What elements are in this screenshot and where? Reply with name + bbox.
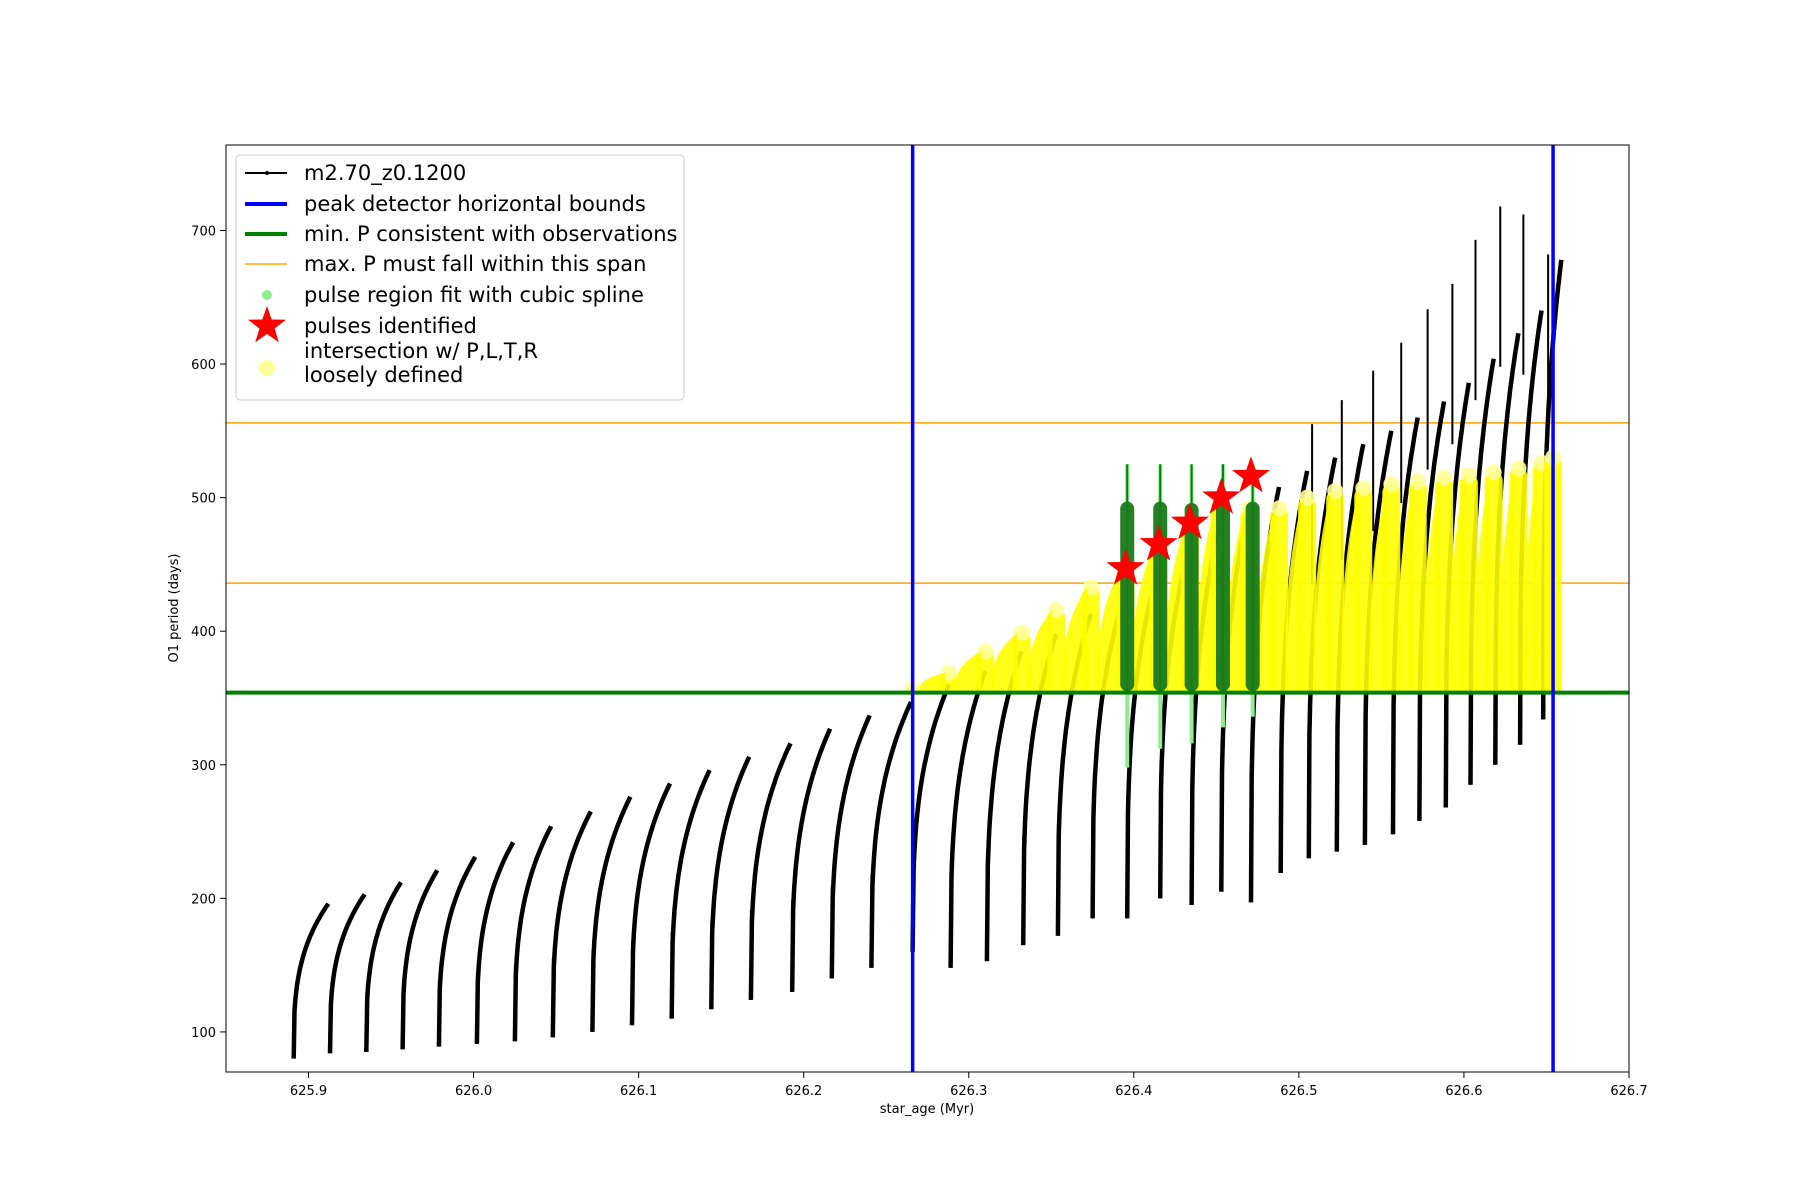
x-tick-label: 626.3 — [950, 1084, 987, 1099]
intersection-fill — [1027, 609, 1053, 693]
intersection-point — [1355, 480, 1372, 497]
spline-region-fill — [1120, 501, 1135, 692]
spline-region-fill — [1215, 501, 1230, 692]
intersection-fill — [1524, 462, 1538, 693]
intersection-point — [1436, 469, 1453, 486]
intersection-fill — [1313, 491, 1332, 693]
y-tick-label: 700 — [191, 224, 216, 239]
intersection-fill — [1474, 472, 1490, 693]
model-pulse — [364, 881, 403, 1053]
intersection-point — [1082, 579, 1099, 596]
x-tick-label: 626.2 — [785, 1084, 822, 1099]
x-tick-label: 625.9 — [290, 1084, 327, 1099]
legend-label: m2.70_z0.1200 — [304, 161, 466, 186]
intersection-fill — [1397, 481, 1414, 693]
intersection-point — [1299, 489, 1316, 506]
model-pulse — [789, 727, 833, 992]
model-pulse — [474, 841, 516, 1044]
legend-box — [235, 154, 685, 401]
y-tick-label: 300 — [191, 759, 216, 774]
x-axis: 625.9 626.0 626.1 626.2 626.3 626.4 626.5 626.6… — [290, 1072, 1648, 1099]
plot-area — [226, 145, 1629, 1072]
intersection-point — [1409, 473, 1426, 490]
model-pulse — [984, 650, 1024, 962]
spline-region-fill — [1184, 502, 1199, 692]
intersection-fill — [955, 651, 982, 693]
model-pulse — [629, 782, 673, 1026]
plot-frame — [225, 144, 1630, 1073]
model-pulse — [869, 701, 914, 968]
x-tick-label: 626.5 — [1280, 1084, 1317, 1099]
intersection-point — [1048, 601, 1065, 618]
x-tick-label: 626.7 — [1610, 1084, 1647, 1099]
model-pulse — [550, 810, 593, 1038]
x-tick-label: 626.4 — [1115, 1084, 1152, 1099]
intersection-point — [1460, 466, 1477, 483]
intersection-fill — [1369, 484, 1388, 693]
intersection-fill — [1341, 488, 1360, 693]
model-pulse — [910, 683, 952, 952]
x-axis-label: star_age (Myr) — [880, 1102, 974, 1117]
pulse-star — [1170, 503, 1209, 540]
model-pulse — [748, 742, 793, 1000]
intersection-fill — [1164, 524, 1186, 693]
legend-swatch — [262, 290, 272, 300]
y-axis: 100 200 300 400 500 600 700 — [191, 224, 226, 1041]
y-tick-label: 600 — [191, 358, 216, 373]
intersection-fill — [1225, 508, 1246, 693]
legend-label: min. P consistent with observations — [304, 222, 677, 246]
legend-label: loosely defined — [304, 363, 463, 387]
model-pulse — [829, 714, 872, 979]
x-tick-label: 626.1 — [620, 1084, 657, 1099]
intersection-point — [1510, 460, 1527, 477]
intersection-fill — [1131, 544, 1155, 693]
intersection-fill — [918, 672, 945, 693]
intersection-fill — [1423, 477, 1441, 693]
model-pulse — [327, 893, 367, 1054]
pulse-star — [1232, 456, 1270, 493]
model-pulse — [400, 869, 440, 1050]
model-pulse — [948, 670, 988, 968]
intersection-point — [1327, 482, 1344, 499]
intersection-fill — [1499, 468, 1515, 693]
model-pulse — [669, 769, 712, 1019]
legend-swatch — [248, 306, 286, 343]
pulse-star — [1139, 524, 1178, 561]
legend-label: peak detector horizontal bounds — [304, 192, 646, 216]
legend-label: pulse region fit with cubic spline — [304, 283, 644, 307]
x-tick-label: 626.0 — [455, 1084, 492, 1099]
model-pulse — [512, 825, 554, 1042]
model-pulse — [709, 755, 752, 1010]
intersection-fill — [1547, 457, 1550, 693]
intersection-fill — [1255, 508, 1276, 693]
legend-label: intersection w/ P,L,T,R — [304, 339, 538, 363]
legend-label: max. P must fall within this span — [304, 252, 646, 276]
spline-region-fill — [1245, 501, 1260, 692]
y-tick-label: 100 — [191, 1026, 216, 1041]
pulse-star — [1202, 477, 1241, 514]
plot-content — [226, 145, 1629, 1072]
x-tick-label: 626.6 — [1445, 1084, 1482, 1099]
y-tick-label: 200 — [191, 892, 216, 907]
model-pulse — [291, 902, 331, 1059]
intersection-fill — [991, 632, 1018, 693]
model-pulse — [590, 795, 633, 1032]
model-pulse — [436, 855, 478, 1047]
intersection-fill — [1195, 504, 1216, 693]
intersection-point — [1485, 464, 1502, 481]
pulse-star — [1106, 548, 1145, 585]
intersection-fill — [1450, 474, 1465, 693]
legend-swatch-marker — [265, 171, 269, 175]
intersection-fill — [1062, 587, 1087, 693]
intersection-point — [1383, 476, 1400, 493]
intersection-fill — [1096, 567, 1122, 693]
legend-label: pulses identified — [304, 314, 477, 338]
y-tick-label: 400 — [191, 625, 216, 640]
legend-swatch — [259, 360, 275, 376]
intersection-fill — [1285, 497, 1304, 693]
y-axis-label: O1 period (days) — [167, 553, 182, 662]
y-tick-label: 500 — [191, 492, 216, 507]
